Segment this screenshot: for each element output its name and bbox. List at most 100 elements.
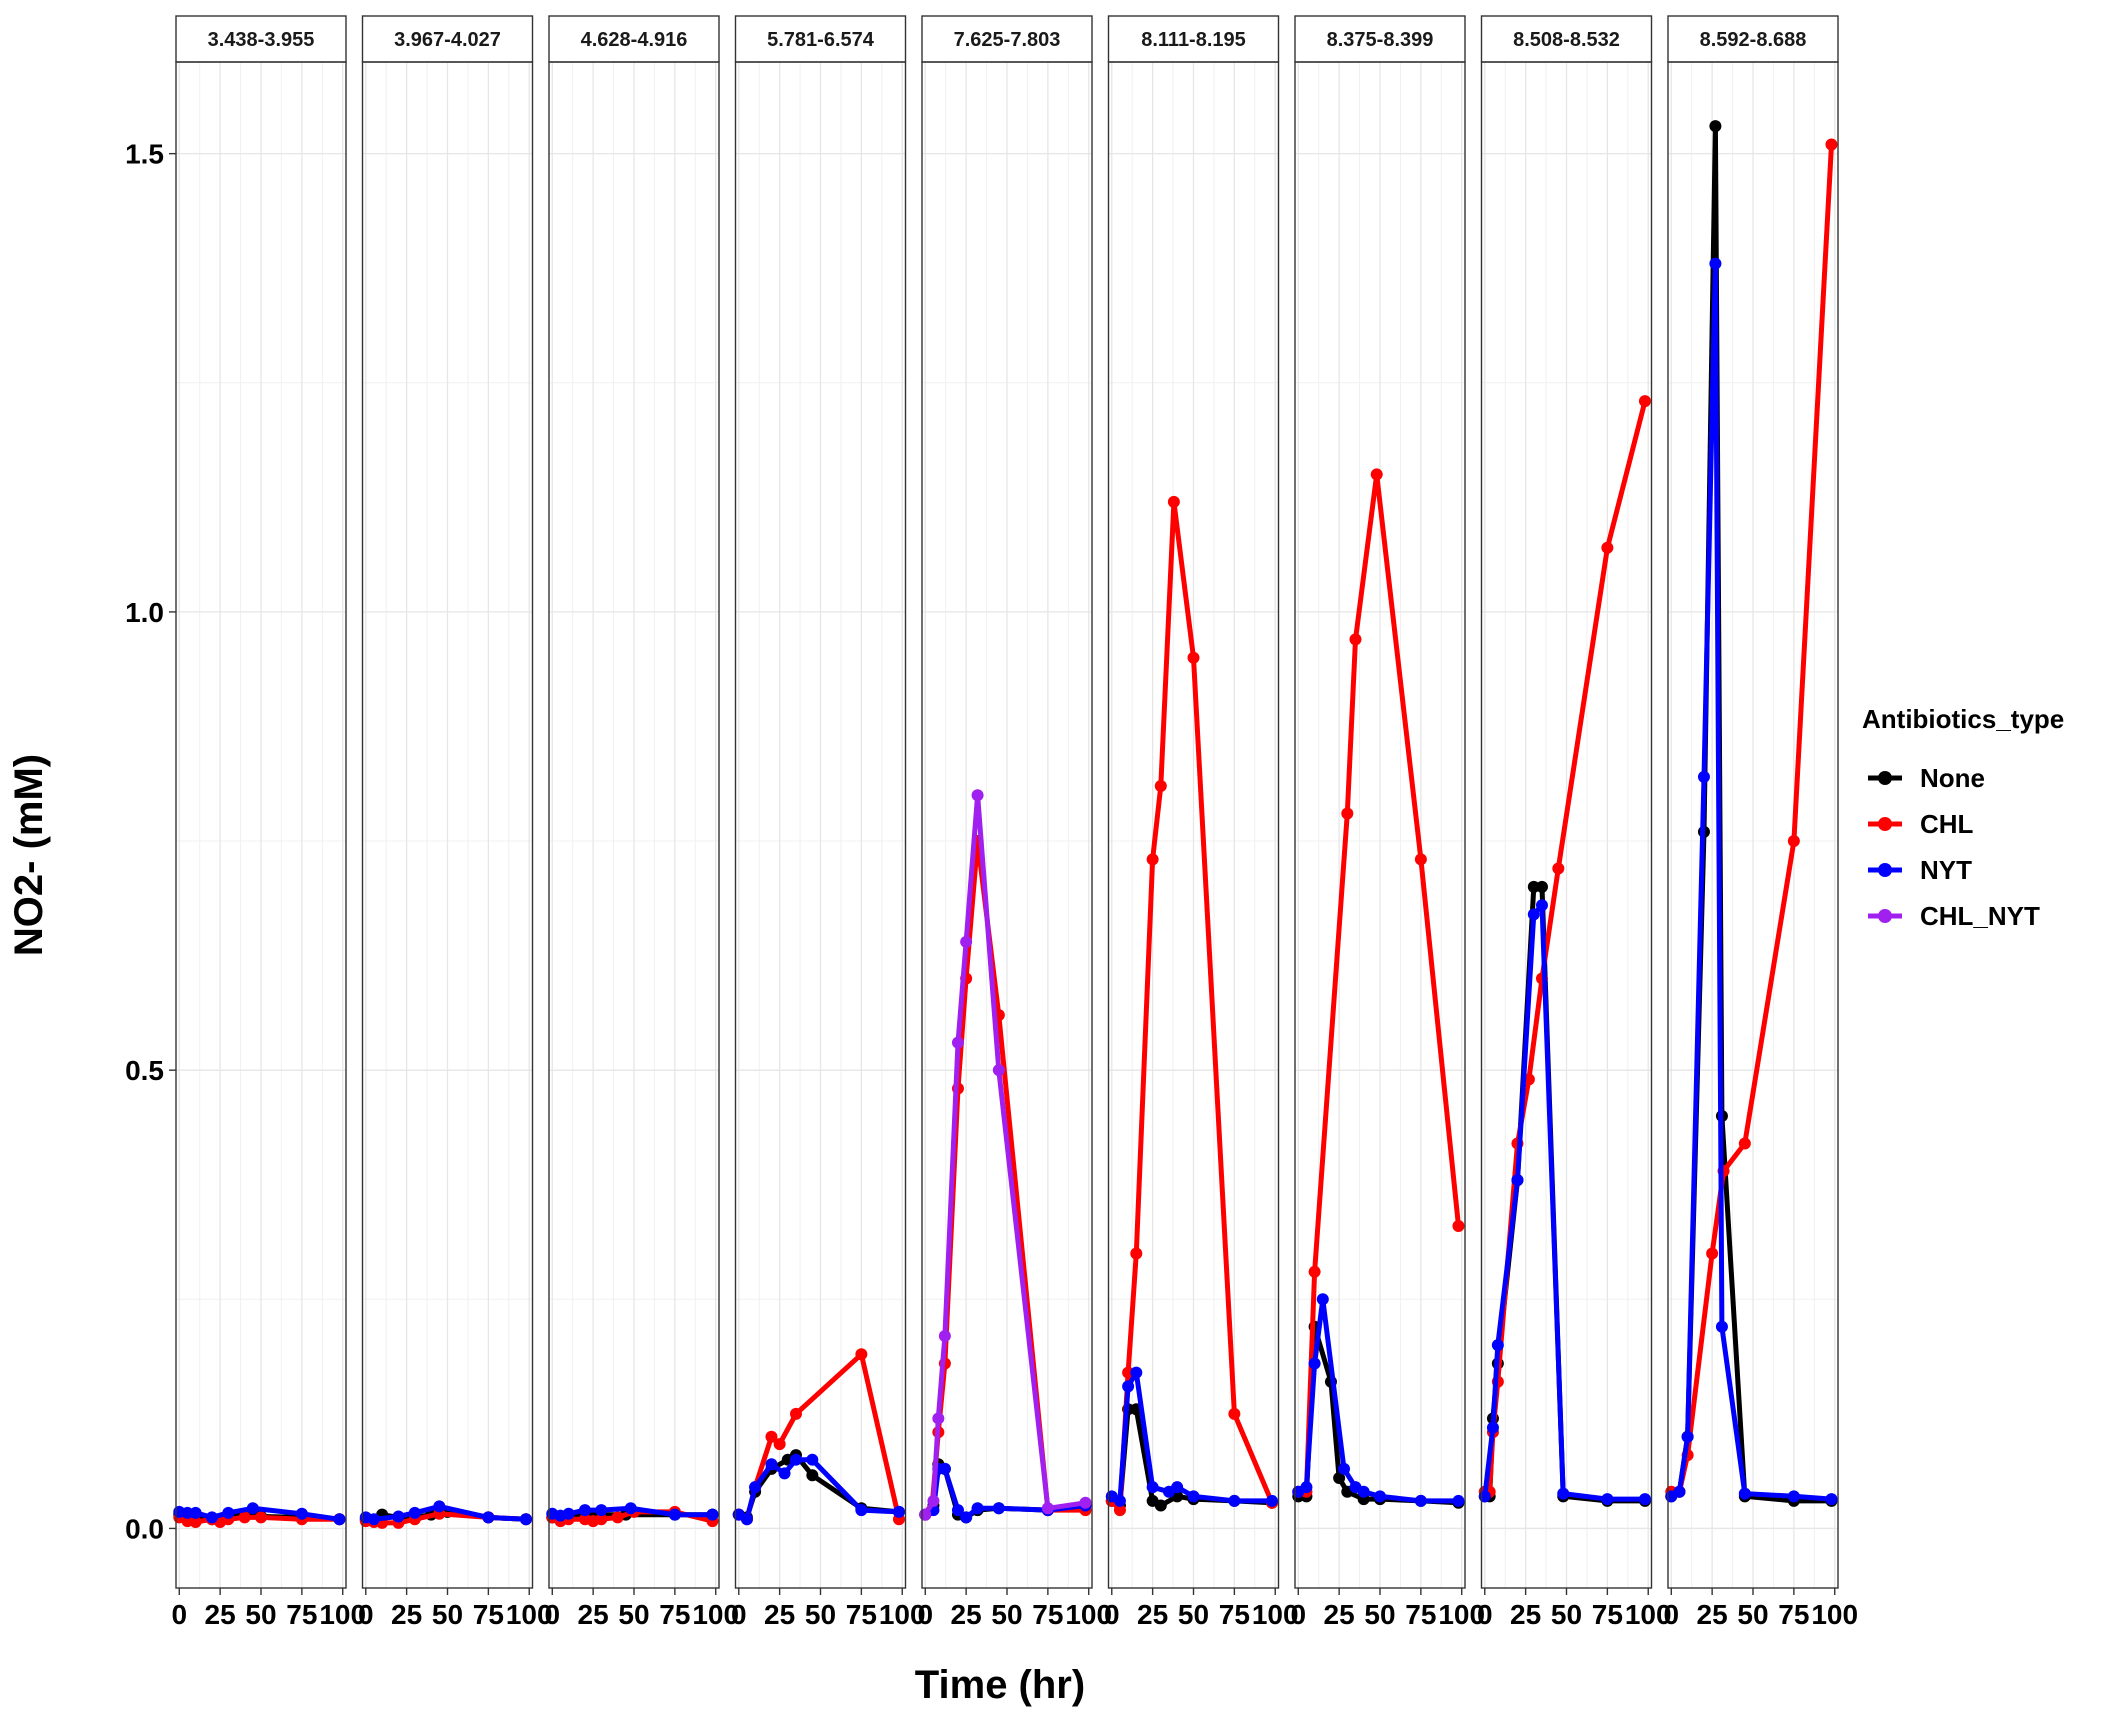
- data-point-chl_nyt: [1041, 1502, 1054, 1515]
- series-line-chl: [1295, 471, 1461, 1495]
- data-point-chl: [1113, 1504, 1126, 1517]
- data-point-none: [1333, 1472, 1346, 1485]
- data-point-none: [1535, 880, 1548, 893]
- data-point-chl_nyt: [1079, 1496, 1092, 1509]
- x-tick-label: 75: [286, 1599, 317, 1630]
- data-point-nyt: [1486, 1421, 1499, 1434]
- data-point-nyt: [1825, 1493, 1838, 1506]
- x-tick-label: 25: [764, 1599, 795, 1630]
- legend-key-point: [1878, 771, 1892, 785]
- data-point-chl: [1452, 1219, 1465, 1232]
- data-point-chl: [855, 1348, 868, 1361]
- facet-strip: [1667, 15, 1839, 63]
- data-point-nyt: [1316, 1293, 1329, 1306]
- data-point-nyt: [519, 1513, 532, 1526]
- data-point-nyt: [951, 1504, 964, 1517]
- facet-strip-label: 5.781-6.574: [767, 29, 875, 51]
- data-point-nyt: [740, 1513, 753, 1526]
- x-tick-label: 0: [1104, 1599, 1120, 1630]
- data-point-nyt: [1300, 1481, 1313, 1494]
- data-point-nyt: [562, 1507, 575, 1520]
- data-point-chl: [1167, 495, 1180, 508]
- data-point-chl: [773, 1438, 786, 1451]
- y-tick-label: 1.5: [125, 139, 164, 170]
- data-point-nyt: [1638, 1493, 1651, 1506]
- data-point-chl: [1187, 651, 1200, 664]
- data-point-nyt: [668, 1508, 681, 1521]
- series-line-nyt: [1295, 1296, 1461, 1504]
- data-point-chl: [1738, 1137, 1751, 1150]
- x-tick-label: 75: [1778, 1599, 1809, 1630]
- series-line-chl: [1482, 398, 1648, 1495]
- facet-strip-label: 4.628-4.916: [581, 29, 688, 51]
- facet-strip: [921, 15, 1093, 63]
- data-point-nyt: [1715, 1320, 1728, 1333]
- data-point-nyt: [1374, 1490, 1386, 1503]
- x-tick-label: 100: [1625, 1599, 1672, 1630]
- x-tick-label: 50: [245, 1599, 276, 1630]
- data-point-nyt: [1113, 1494, 1126, 1507]
- facet-strip-label: 3.967-4.027: [394, 29, 501, 51]
- facet-panel: 8.508-8.532: [1478, 15, 1653, 1589]
- x-tick-label: 0: [1290, 1599, 1306, 1630]
- x-tick-label: 50: [991, 1599, 1022, 1630]
- panels: 3.438-3.955 3.967-4.027 4.628-4.916 5.781-6…: [173, 15, 1839, 1589]
- y-tick-label: 1.0: [125, 597, 164, 628]
- y-axis: 0.0 0.5 1.0 1.5: [125, 139, 176, 1544]
- data-point-nyt: [992, 1502, 1005, 1515]
- x-tick-label: 100: [692, 1599, 739, 1630]
- data-point-nyt: [1146, 1481, 1159, 1494]
- data-point-nyt: [392, 1510, 405, 1523]
- data-point-nyt: [205, 1511, 218, 1524]
- data-point-nyt: [960, 1511, 973, 1524]
- legend-key-point: [1878, 863, 1892, 877]
- x-tick-label: 50: [1364, 1599, 1395, 1630]
- facet-strip: [1294, 15, 1466, 63]
- data-point-chl_nyt: [919, 1508, 932, 1521]
- data-point-none: [1709, 120, 1722, 133]
- facet-panel: 3.967-4.027: [359, 15, 534, 1589]
- data-point-nyt: [1265, 1494, 1278, 1507]
- data-point-chl: [1308, 1265, 1321, 1278]
- data-point-nyt: [433, 1500, 446, 1513]
- x-tick-label: 0: [358, 1599, 374, 1630]
- x-tick-label: 100: [1065, 1599, 1112, 1630]
- data-point-chl: [238, 1511, 251, 1524]
- x-tick-label: 75: [1219, 1599, 1250, 1630]
- data-point-chl: [1414, 853, 1427, 866]
- data-point-nyt: [892, 1505, 905, 1518]
- data-point-chl: [1341, 807, 1354, 820]
- x-tick-label: 75: [1592, 1599, 1623, 1630]
- data-point-chl_nyt: [971, 789, 984, 802]
- x-tick-label: 50: [1178, 1599, 1209, 1630]
- data-point-chl: [255, 1511, 267, 1524]
- series-line-nyt: [1109, 1370, 1275, 1504]
- data-point-nyt: [1171, 1481, 1184, 1494]
- data-point-nyt: [1452, 1494, 1465, 1507]
- data-point-nyt: [624, 1502, 637, 1515]
- y-tick-label: 0.5: [125, 1055, 164, 1086]
- data-point-chl: [1787, 835, 1800, 848]
- x-tick-label: 25: [1697, 1599, 1728, 1630]
- x-tick-label: 50: [805, 1599, 836, 1630]
- facet-strip: [361, 15, 534, 63]
- x-tick-label: 100: [879, 1599, 926, 1630]
- facet-panel: 3.438-3.955: [173, 15, 347, 1589]
- x-tick-label: 100: [319, 1599, 366, 1630]
- data-point-chl: [1370, 468, 1383, 481]
- data-point-nyt: [482, 1511, 495, 1524]
- x-tick-label: 50: [1737, 1599, 1768, 1630]
- data-point-nyt: [1511, 1174, 1524, 1187]
- data-point-nyt: [595, 1504, 608, 1517]
- x-tick-label: 50: [432, 1599, 463, 1630]
- data-point-nyt: [1130, 1366, 1143, 1379]
- data-point-chl: [1638, 395, 1651, 408]
- data-point-nyt: [1681, 1430, 1694, 1443]
- data-point-chl: [1154, 780, 1167, 793]
- x-tick-label: 50: [1551, 1599, 1582, 1630]
- data-point-nyt: [1308, 1357, 1321, 1370]
- facet-panel: 7.625-7.803: [919, 15, 1093, 1589]
- x-tick-label: 25: [1510, 1599, 1541, 1630]
- x-tick-label: 75: [473, 1599, 504, 1630]
